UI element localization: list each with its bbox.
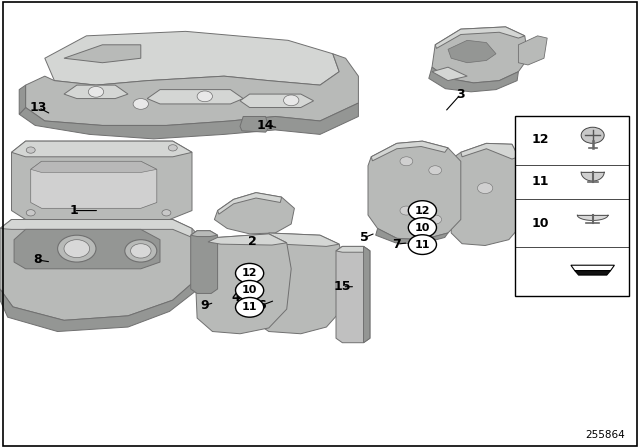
Polygon shape	[26, 54, 358, 125]
Circle shape	[131, 244, 151, 258]
Polygon shape	[64, 45, 141, 63]
Circle shape	[133, 99, 148, 109]
Circle shape	[408, 235, 436, 254]
Circle shape	[581, 127, 604, 143]
Text: 10: 10	[242, 285, 257, 295]
Polygon shape	[336, 246, 370, 343]
Polygon shape	[31, 161, 157, 172]
Polygon shape	[191, 231, 218, 237]
Polygon shape	[0, 220, 205, 320]
Polygon shape	[461, 143, 518, 159]
Polygon shape	[581, 172, 604, 181]
Text: 255864: 255864	[585, 431, 625, 440]
Polygon shape	[12, 141, 192, 157]
Circle shape	[400, 157, 413, 166]
Circle shape	[88, 86, 104, 97]
Text: 4: 4	[231, 291, 240, 305]
Circle shape	[284, 95, 299, 106]
Polygon shape	[218, 193, 282, 214]
Polygon shape	[368, 141, 461, 240]
Polygon shape	[336, 246, 370, 252]
Circle shape	[197, 91, 212, 102]
Circle shape	[400, 206, 413, 215]
Polygon shape	[451, 143, 518, 246]
Polygon shape	[432, 67, 467, 81]
Text: 10: 10	[415, 223, 430, 233]
Polygon shape	[31, 161, 157, 208]
Text: 14: 14	[257, 119, 275, 132]
Circle shape	[477, 183, 493, 194]
Polygon shape	[240, 94, 314, 108]
Text: 12: 12	[531, 133, 549, 146]
Polygon shape	[429, 67, 518, 92]
Polygon shape	[19, 103, 358, 139]
Polygon shape	[435, 27, 525, 48]
Polygon shape	[432, 27, 528, 83]
Polygon shape	[250, 233, 346, 334]
Polygon shape	[64, 85, 128, 99]
Polygon shape	[147, 90, 243, 104]
Polygon shape	[0, 278, 198, 332]
Polygon shape	[364, 246, 370, 343]
Circle shape	[26, 147, 35, 153]
Circle shape	[236, 284, 251, 294]
Polygon shape	[376, 228, 448, 244]
Circle shape	[236, 297, 264, 317]
Circle shape	[125, 240, 157, 262]
Polygon shape	[45, 31, 339, 85]
Polygon shape	[240, 116, 269, 132]
Polygon shape	[208, 234, 287, 245]
Text: 12: 12	[415, 206, 430, 215]
Text: 11: 11	[415, 240, 430, 250]
Circle shape	[236, 263, 264, 283]
Text: 1: 1	[69, 204, 78, 217]
Polygon shape	[12, 141, 192, 220]
Text: 7: 7	[392, 237, 401, 251]
FancyBboxPatch shape	[515, 116, 629, 296]
Polygon shape	[577, 215, 608, 220]
Polygon shape	[448, 40, 496, 63]
Circle shape	[26, 210, 35, 216]
Circle shape	[168, 145, 177, 151]
Circle shape	[58, 235, 96, 262]
Text: 6: 6	[257, 299, 266, 312]
Polygon shape	[14, 229, 160, 269]
Text: 11: 11	[242, 302, 257, 312]
Circle shape	[429, 166, 442, 175]
Polygon shape	[195, 234, 291, 334]
Polygon shape	[19, 85, 26, 114]
Polygon shape	[0, 220, 192, 237]
Text: 13: 13	[29, 101, 47, 114]
Circle shape	[408, 218, 436, 237]
Text: 10: 10	[531, 216, 549, 230]
Polygon shape	[518, 36, 547, 65]
Polygon shape	[571, 265, 614, 271]
Circle shape	[162, 210, 171, 216]
Text: 15: 15	[333, 280, 351, 293]
Text: 8: 8	[33, 253, 42, 267]
Circle shape	[429, 215, 442, 224]
Text: 2: 2	[248, 235, 257, 249]
Polygon shape	[269, 233, 339, 246]
Text: 11: 11	[531, 175, 549, 189]
Text: 9: 9	[200, 299, 209, 312]
Polygon shape	[371, 141, 448, 161]
Circle shape	[236, 280, 264, 300]
Circle shape	[64, 240, 90, 258]
Text: 5: 5	[360, 231, 369, 244]
Polygon shape	[575, 271, 611, 275]
Polygon shape	[191, 231, 218, 293]
Circle shape	[408, 201, 436, 220]
Polygon shape	[214, 193, 294, 234]
Text: 3: 3	[456, 87, 465, 101]
Text: 12: 12	[242, 268, 257, 278]
